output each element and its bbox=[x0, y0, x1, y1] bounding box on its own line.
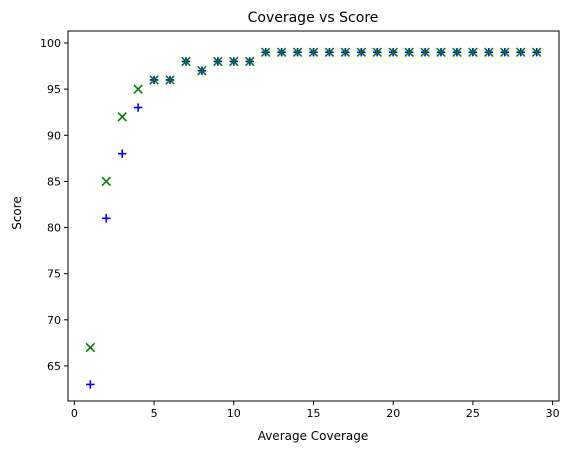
data-point-x bbox=[452, 47, 462, 57]
data-point-x bbox=[324, 47, 335, 57]
data-point-x bbox=[372, 47, 383, 57]
data-point-plus bbox=[118, 149, 127, 158]
data-point-x bbox=[515, 47, 526, 57]
y-tick-label: 65 bbox=[47, 360, 61, 373]
data-point-plus bbox=[133, 103, 143, 112]
data-point-x bbox=[197, 65, 207, 76]
data-point-plus bbox=[86, 380, 95, 389]
data-point-x bbox=[101, 176, 112, 187]
x-tick-label: 5 bbox=[151, 407, 158, 420]
data-point-x bbox=[213, 56, 223, 67]
data-point-x bbox=[181, 56, 191, 67]
data-point-x bbox=[436, 47, 446, 57]
data-point-x bbox=[117, 112, 127, 122]
data-point-x bbox=[531, 47, 542, 57]
x-axis-label: Average Coverage bbox=[258, 429, 369, 443]
data-point-x bbox=[165, 75, 175, 85]
data-point-x bbox=[356, 47, 367, 57]
data-point-x bbox=[133, 84, 143, 94]
data-point-x bbox=[229, 56, 239, 67]
data-point-x bbox=[420, 47, 430, 57]
data-point-x bbox=[149, 75, 159, 85]
y-tick-label: 100 bbox=[40, 37, 61, 50]
x-tick-label: 0 bbox=[71, 407, 78, 420]
chart-title: Coverage vs Score bbox=[248, 10, 379, 26]
y-tick-label: 95 bbox=[47, 83, 61, 96]
y-tick-label: 75 bbox=[47, 268, 61, 281]
y-tick-label: 80 bbox=[47, 222, 61, 235]
data-point-x bbox=[388, 47, 398, 57]
data-point-x bbox=[244, 56, 255, 67]
y-tick-label: 85 bbox=[47, 175, 61, 188]
data-point-x bbox=[500, 47, 510, 57]
x-tick-label: 15 bbox=[307, 407, 321, 420]
data-point-x bbox=[468, 47, 478, 57]
data-point-x bbox=[404, 47, 414, 57]
data-point-plus bbox=[102, 214, 111, 223]
x-tick-label: 25 bbox=[466, 407, 480, 420]
y-tick-label: 90 bbox=[47, 129, 61, 142]
plot-area: 0 5 10 15 20 25 30 65 70 75 80 85 90 95 100 bbox=[40, 30, 560, 420]
x-tick-label: 10 bbox=[227, 407, 241, 420]
data-point-x bbox=[308, 47, 319, 57]
data-point-x bbox=[340, 47, 351, 57]
y-axis-label: Score bbox=[10, 196, 24, 230]
data-point-x bbox=[85, 342, 96, 353]
data-point-x bbox=[276, 47, 287, 57]
data-point-x bbox=[484, 47, 494, 57]
data-point-x bbox=[260, 47, 271, 57]
data-point-x bbox=[292, 47, 303, 57]
x-tick-label: 20 bbox=[386, 407, 400, 420]
x-tick-label: 30 bbox=[546, 407, 560, 420]
y-tick-label: 70 bbox=[47, 314, 61, 327]
